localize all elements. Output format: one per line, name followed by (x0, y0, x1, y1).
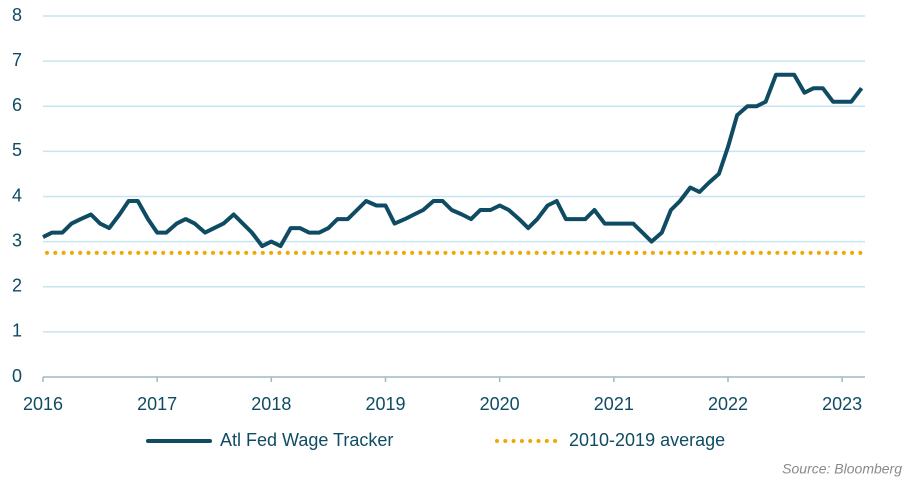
y-tick-label: 4 (12, 185, 22, 205)
y-tick-label: 3 (12, 230, 22, 250)
x-tick-label: 2016 (23, 394, 63, 414)
x-tick-label: 2020 (480, 394, 520, 414)
y-tick-label: 5 (12, 140, 22, 160)
legend-label: Atl Fed Wage Tracker (220, 430, 393, 450)
series-line (42, 72, 864, 249)
y-tick-label: 7 (12, 50, 22, 70)
x-tick-label: 2019 (365, 394, 405, 414)
x-tick-label: 2023 (822, 394, 862, 414)
x-tick-label: 2017 (137, 394, 177, 414)
y-tick-label: 6 (12, 95, 22, 115)
legend-label: 2010-2019 average (569, 430, 725, 450)
y-tick-label: 1 (12, 321, 22, 341)
source: Source: Bloomberg (782, 461, 902, 477)
x-tick-label: 2022 (708, 394, 748, 414)
y-tick-label: 8 (12, 5, 22, 25)
y-tick-label: 2 (12, 276, 22, 296)
y-tick-label: 0 (12, 366, 22, 386)
x-tick-label: 2018 (251, 394, 291, 414)
x-tick-label: 2021 (594, 394, 634, 414)
